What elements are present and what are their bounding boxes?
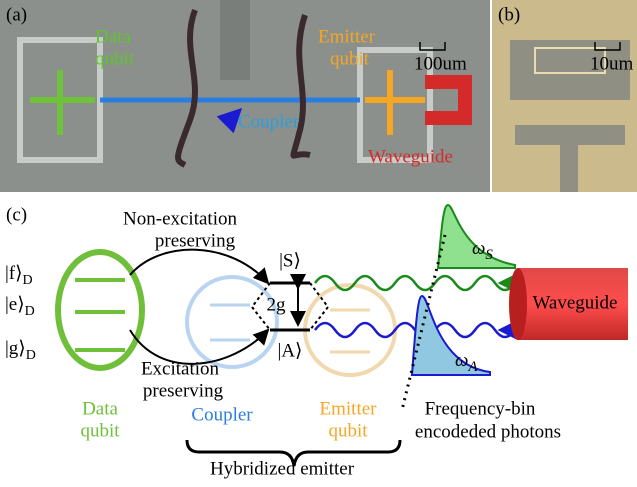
label: Non-excitation xyxy=(123,208,237,229)
label: qubit xyxy=(80,420,120,441)
region xyxy=(515,125,625,145)
waveguide-end xyxy=(509,268,527,340)
state: |A⟩ xyxy=(278,340,303,361)
page: {"panel_a":{"label":"(a)","data_qubit":[… xyxy=(0,0,637,487)
panel-label: (c) xyxy=(6,204,27,225)
panel-label: (b) xyxy=(498,4,520,25)
pulse xyxy=(412,296,490,375)
label: Hybridized emitter xyxy=(210,458,355,479)
label: Emitter xyxy=(318,26,376,47)
level-label: |e⟩D xyxy=(5,294,35,319)
figure: (a) Data qubit Emitter qubit 100um Coupl… xyxy=(0,0,637,487)
label: encodeded photons xyxy=(415,421,561,442)
label: Emitter xyxy=(320,398,378,419)
label: Coupler xyxy=(238,111,300,132)
coupling: 2g xyxy=(267,294,287,315)
photon xyxy=(315,276,515,290)
sub: D xyxy=(23,273,33,288)
label: qubit xyxy=(95,48,135,69)
panel-label: (a) xyxy=(6,4,27,25)
label: Data xyxy=(82,398,118,419)
region xyxy=(560,145,578,192)
sub: D xyxy=(25,304,35,319)
sub: A xyxy=(467,359,478,375)
label: preserving xyxy=(155,230,236,251)
label: qubit xyxy=(330,48,370,69)
level-label: |f⟩D xyxy=(5,263,33,288)
sub: D xyxy=(26,348,36,363)
scale-label: 10um xyxy=(590,53,634,74)
label: preserving xyxy=(143,380,224,401)
scale-label: 100um xyxy=(414,53,467,74)
label: qubit xyxy=(328,420,368,441)
emitter xyxy=(305,285,395,375)
state: |S⟩ xyxy=(279,250,301,271)
label: Frequency-bin xyxy=(425,398,536,419)
sub: S xyxy=(485,247,493,263)
ket: |e⟩ xyxy=(5,294,25,315)
label: Waveguide xyxy=(368,146,453,167)
sym: ω xyxy=(472,238,485,259)
levels xyxy=(75,280,125,350)
levels xyxy=(210,305,250,340)
ket: |g⟩ xyxy=(5,338,26,359)
label: Data xyxy=(95,26,131,47)
level-label: |g⟩D xyxy=(5,338,36,363)
ket: |f⟩ xyxy=(5,263,23,284)
label: Excitation xyxy=(141,358,220,379)
label: Coupler xyxy=(191,404,253,425)
pad xyxy=(220,0,250,80)
label: Waveguide xyxy=(533,292,618,313)
sym: ω xyxy=(455,350,468,371)
